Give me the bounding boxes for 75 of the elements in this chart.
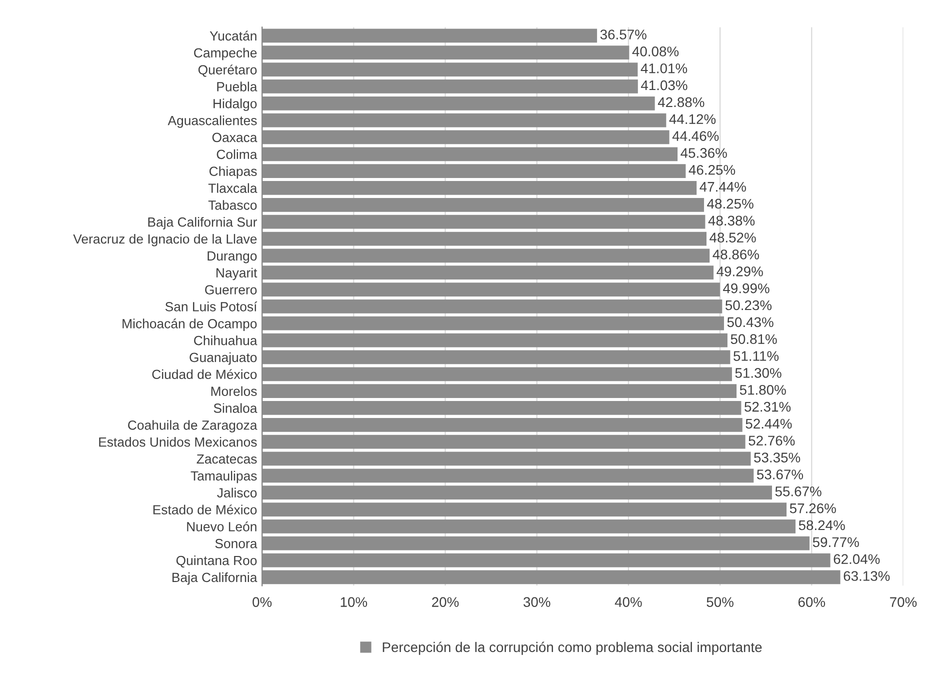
y-tick-label: Estado de México: [153, 504, 257, 514]
data-label: 63.13%: [844, 571, 890, 581]
y-tick-label: Estados Unidos Mexicanos: [99, 437, 257, 447]
x-tick-label: 0%: [252, 597, 272, 607]
data-label: 59.77%: [812, 537, 859, 548]
y-tick-label: Tlaxcala: [208, 183, 258, 193]
data-label: 52.31%: [744, 402, 791, 412]
y-tick-label: Aguascalientes: [168, 116, 257, 128]
y-tick-label: Guanajuato: [190, 352, 257, 365]
data-label: 53.67%: [757, 470, 804, 480]
y-tick-label: Sinaloa: [214, 403, 258, 413]
y-tick-label: Hidalgo: [214, 98, 257, 111]
legend-label: Percepción de la corrupción como problema social importante: [382, 642, 762, 655]
data-label: 42.88%: [658, 97, 704, 108]
data-label: 41.01%: [640, 63, 688, 74]
y-tick-label: Colima: [216, 149, 258, 160]
x-tick-label: 40%: [614, 597, 642, 607]
data-label: 55.67%: [775, 486, 822, 496]
x-tick-label: 20%: [432, 597, 459, 607]
y-tick-label: Coahuila de Zaragoza: [128, 420, 258, 432]
y-tick-label: Puebla: [217, 82, 258, 92]
y-tick-label: San Luis Potosí: [165, 302, 258, 312]
y-tick-label: Jalisco: [217, 488, 257, 498]
data-label: 57.26%: [790, 503, 836, 514]
data-label: 40.08%: [632, 46, 679, 56]
data-label: 52.44%: [746, 418, 792, 429]
data-label: 53.35%: [754, 452, 800, 462]
y-tick-label: Campeche: [194, 48, 257, 60]
data-label: 50.43%: [727, 317, 774, 328]
y-tick-label: Michoacán de Ocampo: [122, 318, 257, 331]
y-tick-label: Guerrero: [205, 285, 257, 294]
y-tick-label: Quintana Roo: [176, 555, 257, 568]
y-tick-label: Sonora: [215, 538, 258, 548]
y-tick-label: Veracruz de Ignacio de la Llave: [73, 234, 257, 246]
y-tick-label: Nayarit: [216, 268, 258, 280]
data-label: 51.80%: [740, 384, 786, 395]
data-label: 48.86%: [712, 250, 759, 260]
data-label: 51.30%: [735, 368, 782, 378]
y-tick-label: Oaxaca: [212, 132, 258, 142]
y-tick-label: Baja California Sur: [148, 217, 258, 230]
data-label: 41.03%: [640, 80, 688, 90]
data-label: 50.81%: [730, 334, 777, 344]
data-label: 51.11%: [734, 351, 779, 361]
data-label: 47.44%: [700, 182, 746, 192]
data-label: 46.25%: [688, 164, 736, 175]
x-tick-label: 30%: [523, 597, 550, 607]
y-tick-label: Chihuahua: [194, 336, 258, 346]
data-label: 62.04%: [834, 554, 880, 564]
y-tick-label: Tamaulipas: [190, 470, 257, 484]
data-label: 48.52%: [710, 232, 756, 242]
data-label: 52.76%: [748, 436, 795, 446]
y-tick-label: Chiapas: [209, 166, 257, 179]
x-tick-label: 10%: [340, 597, 368, 607]
y-tick-label: Tabasco: [208, 200, 257, 210]
data-label: 49.29%: [716, 266, 763, 276]
data-label: 48.25%: [707, 198, 754, 209]
x-tick-label: 50%: [706, 597, 734, 607]
y-tick-label: Baja California: [172, 572, 258, 585]
y-tick-label: Zacatecas: [196, 454, 257, 464]
y-tick-label: Durango: [208, 251, 257, 264]
y-tick-label: Nuevo León: [187, 522, 256, 532]
y-tick-label: Yucatán: [210, 30, 256, 41]
data-label: 36.57%: [600, 30, 646, 40]
x-tick-label: 60%: [798, 597, 826, 607]
data-label: 45.36%: [680, 148, 727, 158]
y-tick-label: Ciudad de México: [152, 369, 257, 380]
data-label: 50.23%: [725, 300, 772, 310]
data-label: 58.24%: [798, 520, 845, 530]
x-tick-label: 70%: [890, 597, 917, 607]
data-label: 48.38%: [708, 216, 755, 226]
data-label: 44.12%: [669, 114, 716, 124]
y-tick-label: Morelos: [211, 386, 257, 396]
data-label: 44.46%: [672, 131, 719, 141]
y-tick-label: Querétaro: [198, 64, 257, 77]
data-label: 49.99%: [723, 283, 770, 294]
